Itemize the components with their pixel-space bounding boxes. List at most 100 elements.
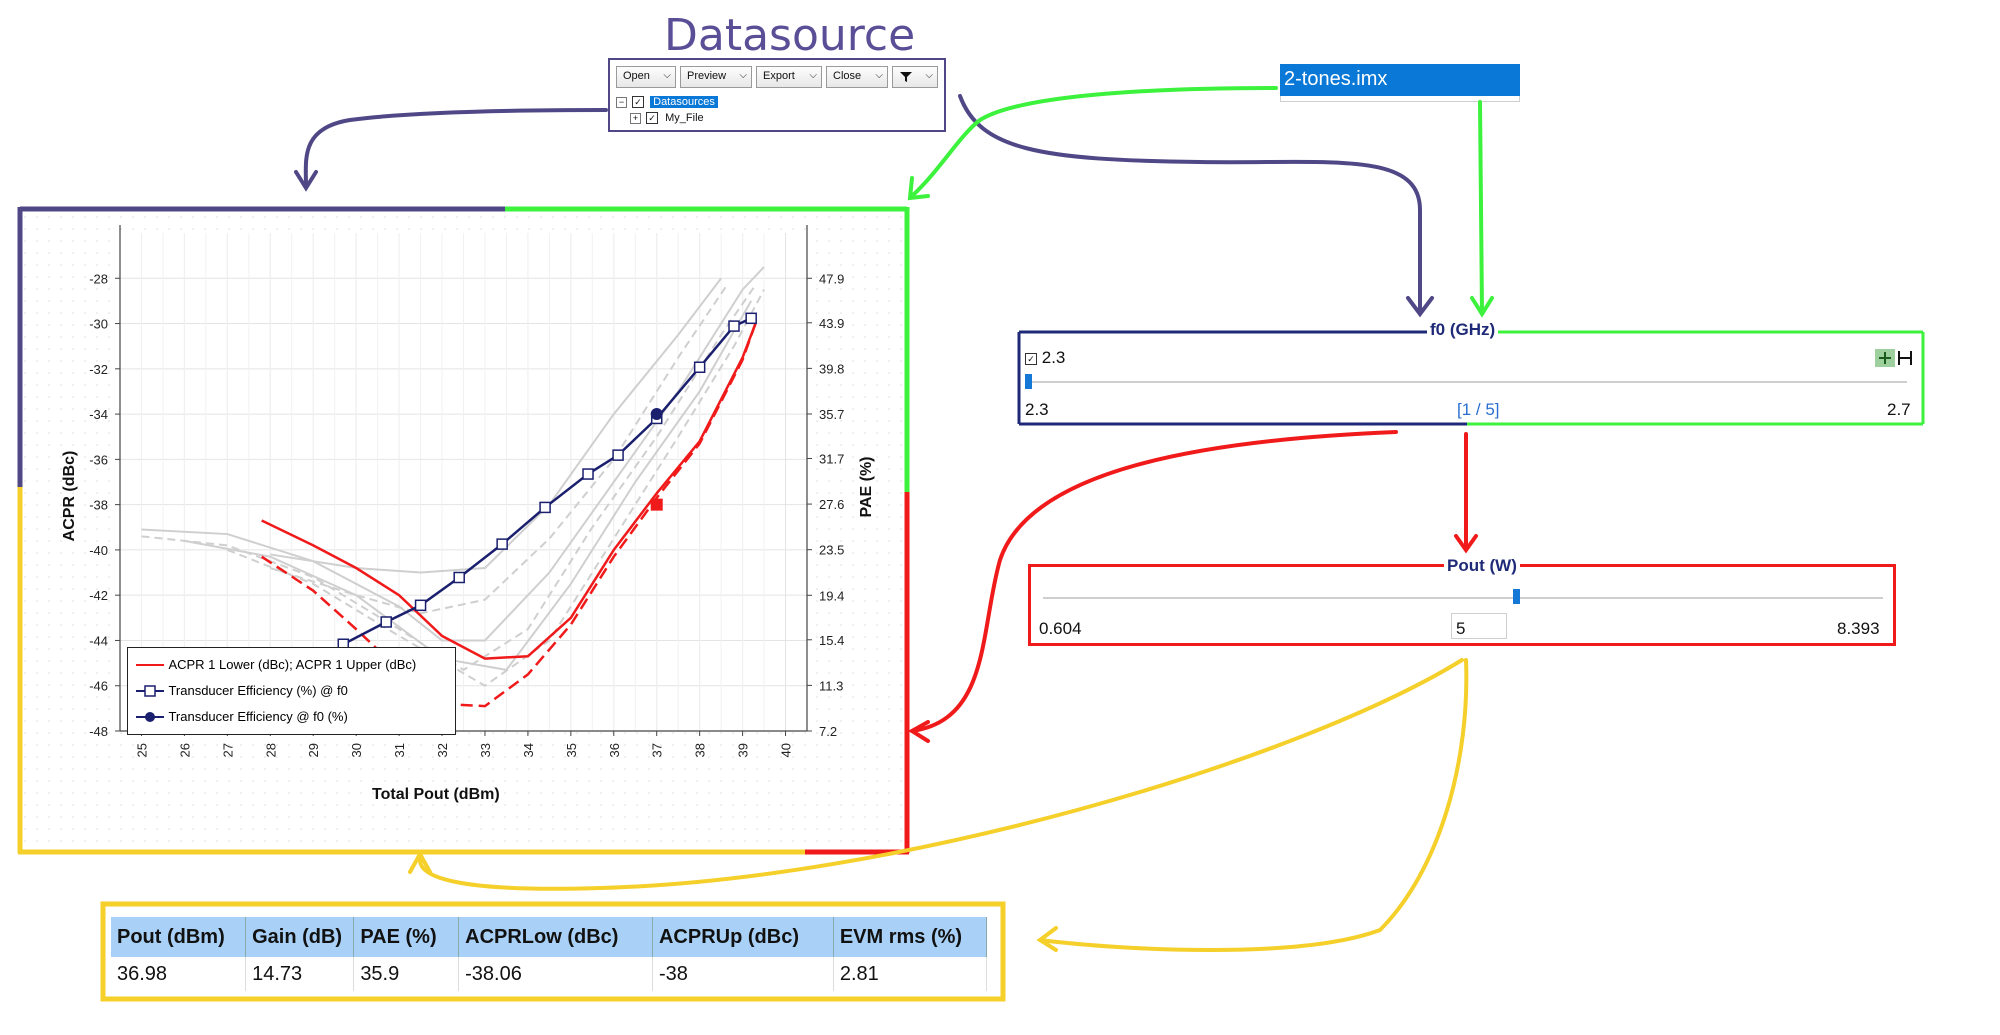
chevron-down-icon: ⌵ [739, 70, 747, 81]
chevron-down-icon: ⌵ [925, 70, 933, 81]
filter-button[interactable]: ⌵ [892, 66, 938, 88]
x-tick-label: 35 [564, 743, 579, 757]
arrowhead-icon [907, 176, 930, 201]
y2-tick-label: 15.4 [819, 633, 844, 648]
legend-label: Transducer Efficiency (%) @ f0 [168, 683, 348, 698]
pout-min: 0.604 [1039, 619, 1082, 638]
open-button[interactable]: Open ⌵ [616, 66, 676, 88]
tree-item-label: My_File [665, 112, 704, 124]
connector-arrow [418, 658, 1464, 891]
y-tick-label: -40 [89, 543, 108, 558]
x-tick-label: 40 [779, 743, 794, 757]
add-value-icon[interactable] [1875, 349, 1895, 367]
f0-checked-value: 2.3 [1041, 348, 1066, 367]
pout-panel: 0.604 5 8.393 [1028, 564, 1896, 646]
arrowhead-icon [1454, 534, 1478, 554]
table-cell: -38 [652, 957, 834, 991]
data-point-square [612, 449, 624, 461]
y2-tick-label: 35.7 [819, 407, 844, 422]
arrowhead-icon [1470, 296, 1494, 318]
y-tick-label: -30 [89, 317, 108, 332]
x-tick-label: 34 [521, 743, 536, 757]
f0-slider-thumb[interactable] [1025, 374, 1032, 389]
x-tick-label: 36 [607, 743, 622, 757]
connector-arrow [910, 430, 1398, 733]
data-point-square [745, 312, 757, 325]
x-tick-label: 25 [134, 743, 149, 757]
open-button-label: Open [623, 70, 650, 82]
column-header[interactable]: PAE (%) [353, 917, 460, 957]
column-header[interactable]: Pout (dBm) [111, 917, 247, 957]
chevron-down-icon: ⌵ [809, 70, 817, 81]
x-tick-label: 37 [650, 743, 665, 757]
tree-checkbox[interactable]: ✓ [632, 96, 645, 109]
pout-title: Pout (W) [1444, 556, 1520, 576]
tree-item-label: Datasources [650, 96, 718, 108]
connector-arrow [303, 108, 608, 188]
preview-button[interactable]: Preview ⌵ [680, 66, 752, 88]
data-point-square [539, 501, 551, 514]
column-header[interactable]: Gain (dB) [245, 917, 355, 957]
legend-item: ACPR 1 Lower (dBc); ACPR 1 Upper (dBc) [136, 656, 416, 674]
f0-panel-border [1017, 330, 1925, 426]
background-trace [270, 277, 722, 574]
data-point-circle [650, 407, 663, 420]
x-axis-label: Total Pout (dBm) [372, 786, 500, 803]
y2-axis-label: PAE (%) [858, 456, 875, 518]
table-row[interactable]: 36.98 14.73 35.9 -38.06 -38 2.81 [111, 957, 988, 991]
y-tick-label: -28 [89, 271, 108, 286]
file-name-field[interactable]: 2-tones.imx [1280, 64, 1520, 96]
close-button[interactable]: Close ⌵ [826, 66, 888, 88]
f0-checked-item[interactable]: ✓ 2.3 [1025, 348, 1065, 368]
f0-title: f0 (GHz) [1427, 320, 1499, 340]
data-point-square [582, 468, 594, 480]
f0-checkbox[interactable]: ✓ [1025, 352, 1037, 365]
export-button-label: Export [763, 70, 795, 82]
x-tick-label: 39 [736, 743, 751, 757]
data-point-square [693, 361, 706, 374]
results-table-wrapper: Pout (dBm) Gain (dB) PAE (%) ACPRLow (dB… [111, 917, 988, 994]
preview-button-label: Preview [687, 70, 727, 82]
table-cell: -38.06 [458, 957, 653, 991]
pout-value-input[interactable]: 5 [1451, 613, 1507, 639]
data-point-filled-square [650, 498, 663, 511]
expand-icon[interactable]: + [630, 112, 641, 124]
y2-tick-label: 11.3 [819, 678, 843, 693]
export-button[interactable]: Export ⌵ [756, 66, 822, 88]
close-button-label: Close [833, 70, 862, 82]
column-header[interactable]: EVM rms (%) [833, 917, 988, 957]
datasource-panel: Open ⌵ Preview ⌵ Export ⌵ Close ⌵ ⌵ − ✓ … [608, 58, 946, 132]
connector-arrow [1478, 100, 1484, 314]
pout-max: 8.393 [1837, 619, 1880, 638]
pout-slider-track[interactable] [1043, 597, 1883, 599]
pout-slider-thumb[interactable] [1513, 589, 1521, 604]
data-point-square [496, 538, 508, 550]
f0-slider-track[interactable] [1027, 381, 1907, 383]
table-cell: 2.81 [833, 957, 988, 991]
collapse-icon[interactable]: − [616, 96, 627, 108]
y2-tick-label: 23.5 [819, 543, 844, 558]
span-toggle-icon[interactable] [1897, 349, 1913, 372]
chart-legend: ACPR 1 Lower (dBc); ACPR 1 Upper (dBc) T… [127, 647, 456, 735]
f0-index: [1 / 5] [1457, 400, 1500, 419]
tree-checkbox[interactable]: ✓ [646, 112, 659, 125]
x-tick-label: 31 [392, 743, 407, 757]
y-tick-label: -36 [89, 452, 108, 467]
arrowhead-icon [408, 849, 432, 874]
y2-tick-label: 19.4 [819, 588, 844, 603]
tree-item-my-file[interactable]: + ✓ My_File [630, 112, 704, 125]
x-tick-label: 33 [478, 743, 493, 757]
legend-label: ACPR 1 Lower (dBc); ACPR 1 Upper (dBc) [168, 657, 417, 672]
y2-tick-label: 43.9 [819, 316, 844, 331]
x-tick-label: 30 [349, 743, 364, 757]
column-header[interactable]: ACPRUp (dBc) [652, 917, 834, 957]
file-name-underline [1280, 96, 1520, 102]
legend-open-square-icon [136, 685, 164, 697]
data-point-square [453, 571, 465, 584]
column-header[interactable]: ACPRLow (dBc) [458, 917, 653, 957]
tree-item-datasources[interactable]: − ✓ Datasources [616, 96, 718, 109]
table-header-row: Pout (dBm) Gain (dB) PAE (%) ACPRLow (dB… [111, 917, 988, 957]
y2-tick-label: 31.7 [819, 451, 844, 466]
y2-tick-label: 27.6 [819, 497, 844, 512]
